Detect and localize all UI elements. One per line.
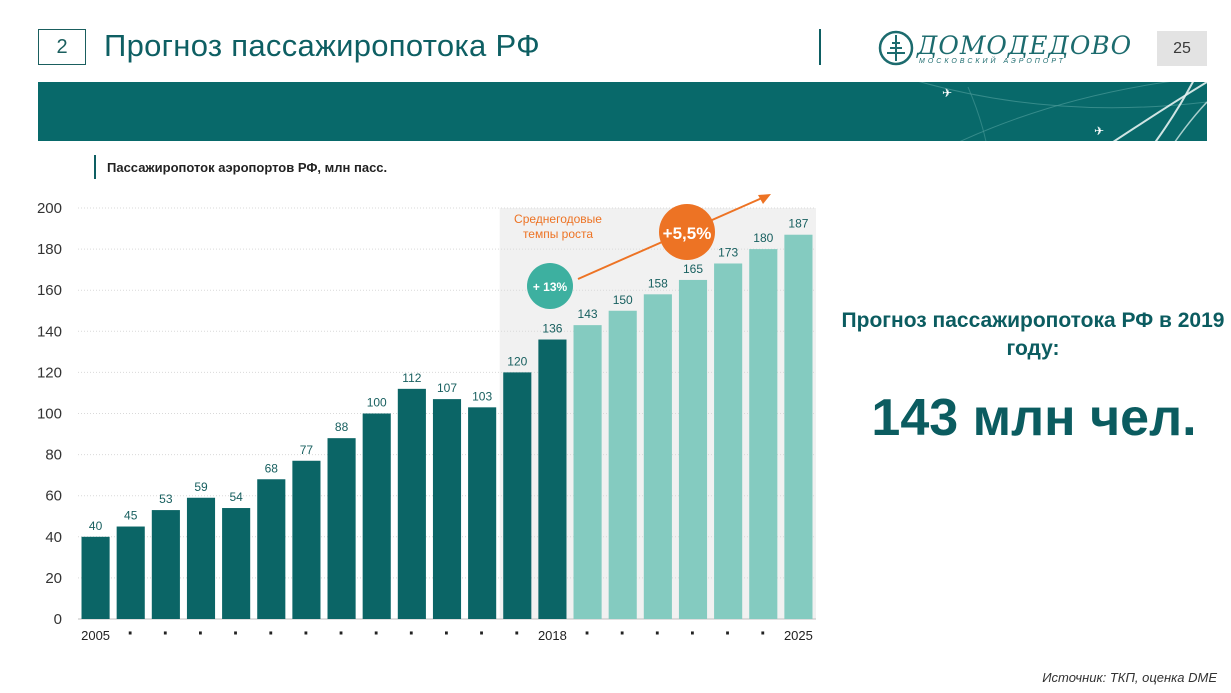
source-note: Источник: ТКП, оценка DME: [1042, 670, 1217, 685]
bar-value-label: 88: [335, 420, 349, 434]
bar-value-label: 165: [683, 262, 703, 276]
bar: [468, 407, 497, 619]
bar: [222, 508, 251, 619]
chart-title: Пассажиропоток аэропортов РФ, млн пасс.: [107, 160, 388, 175]
bar-value-label: 112: [402, 371, 421, 385]
bar: [257, 479, 286, 619]
x-tick-label: ·: [514, 623, 521, 645]
bar: [116, 526, 145, 619]
y-tick-label: 120: [37, 364, 62, 381]
x-tick-label: 2025: [784, 628, 813, 643]
chart-title-marker: [94, 155, 96, 179]
bar: [292, 460, 321, 619]
x-tick-label: ·: [619, 623, 626, 645]
bar: [503, 372, 532, 619]
x-tick-label: ·: [233, 623, 240, 645]
bar: [714, 263, 743, 619]
domodedovo-logo: ДОМОДЕДОВО МОСКОВСКИЙ АЭРОПОРТ: [877, 29, 1131, 69]
y-tick-label: 0: [54, 611, 62, 628]
bar-value-label: 136: [542, 322, 562, 336]
x-tick-label: ·: [690, 623, 697, 645]
bar: [678, 279, 708, 619]
forecast-value: 143 млн чел.: [871, 389, 1197, 447]
y-tick-label: 20: [45, 570, 62, 587]
x-tick-label: ·: [584, 623, 591, 645]
bar: [186, 497, 216, 619]
bar: [538, 339, 567, 619]
x-tick-label: ·: [373, 623, 380, 645]
svg-text:✈: ✈: [1094, 124, 1104, 138]
bar: [573, 325, 602, 619]
bar: [432, 399, 462, 619]
bar: [608, 310, 637, 619]
y-tick-label: 160: [37, 282, 62, 299]
x-tick-label: ·: [760, 623, 767, 645]
y-tick-label: 80: [45, 447, 62, 464]
title-divider: [819, 29, 821, 65]
bar: [643, 294, 672, 619]
svg-text:✈: ✈: [942, 86, 952, 100]
y-tick-label: 180: [37, 241, 62, 258]
cagr-historical-badge: [527, 263, 573, 309]
page-title: Прогноз пассажиропотока РФ: [104, 28, 540, 63]
y-tick-label: 140: [37, 323, 62, 340]
y-tick-label: 100: [37, 406, 62, 423]
bar-value-label: 107: [437, 381, 457, 395]
x-tick-label: ·: [268, 623, 275, 645]
y-tick-label: 40: [45, 529, 62, 546]
page-number: 25: [1157, 31, 1207, 66]
bar-value-label: 173: [718, 245, 738, 259]
x-tick-label: ·: [303, 623, 310, 645]
x-tick-label: ·: [444, 623, 451, 645]
cagr-caption: Среднегодовые темпы роста: [514, 212, 602, 241]
bar: [151, 510, 180, 619]
cagr-historical-label: + 13%: [533, 280, 568, 294]
bar-value-label: 158: [648, 276, 668, 290]
bar: [749, 249, 778, 619]
cagr-forecast-badge: [659, 204, 715, 260]
slide-number: 2: [38, 29, 86, 65]
bar-value-label: 53: [159, 492, 173, 506]
x-tick-label: ·: [127, 623, 134, 645]
x-tick-label: ·: [198, 623, 205, 645]
bar: [397, 388, 426, 619]
x-tick-label: 2018: [538, 628, 567, 643]
forecast-heading: Прогноз пассажиропотока РФ в 2019 году:: [841, 309, 1225, 360]
bar-chart: 0 20 40 60 80 100 120 140 160 180 200 40 2005 45 · 53 · 5…: [37, 194, 816, 645]
bar: [784, 234, 813, 619]
bar-value-label: 68: [265, 461, 279, 475]
x-tick-label: ·: [479, 623, 486, 645]
x-tick-label: 2005: [81, 628, 110, 643]
bar-value-label: 54: [229, 490, 243, 504]
bar-value-label: 187: [788, 217, 808, 231]
logo-wordmark: ДОМОДЕДОВО: [917, 31, 1133, 60]
bar-value-label: 45: [124, 509, 138, 523]
cagr-forecast-label: +5,5%: [663, 224, 712, 243]
y-tick-label: 200: [37, 200, 62, 217]
bar-value-label: 103: [472, 389, 492, 403]
bar-value-label: 59: [194, 480, 208, 494]
bar-value-label: 180: [753, 231, 773, 245]
y-tick-label: 60: [45, 488, 62, 505]
bar-value-label: 143: [578, 307, 598, 321]
bar-value-label: 150: [613, 293, 633, 307]
airport-logo-icon: [878, 30, 914, 66]
banner-flight-arcs: ✈ ✈: [918, 82, 1207, 141]
bar: [327, 438, 356, 619]
logo-subtitle: МОСКОВСКИЙ АЭРОПОРТ: [919, 58, 1066, 65]
x-tick-label: ·: [409, 623, 416, 645]
x-tick-label: ·: [725, 623, 732, 645]
header-banner: ✈ ✈: [38, 82, 1207, 141]
bar-value-label: 77: [300, 443, 314, 457]
x-tick-label: ·: [655, 623, 662, 645]
bar: [81, 536, 110, 619]
bar-value-label: 120: [507, 354, 527, 368]
bar-value-label: 100: [367, 396, 387, 410]
growth-arrow-head: [758, 194, 771, 204]
x-tick-label: ·: [163, 623, 170, 645]
bar: [362, 413, 391, 619]
x-tick-label: ·: [338, 623, 345, 645]
bar-value-label: 40: [89, 519, 103, 533]
